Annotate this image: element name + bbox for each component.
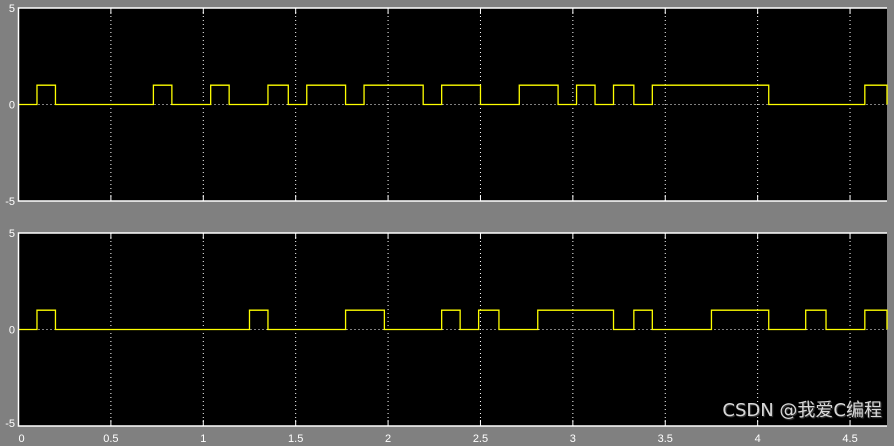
watermark: CSDN @我爱C编程 [722, 400, 882, 421]
x-tick-label: 1 [200, 433, 206, 445]
x-tick-label: 0 [18, 433, 24, 445]
x-tick-label: 4.5 [842, 433, 857, 445]
x-tick-label: 0.5 [103, 433, 118, 445]
x-tick-label: 3.5 [658, 433, 673, 445]
x-tick-label: 3 [570, 433, 576, 445]
x-tick-label: 1.5 [288, 433, 303, 445]
x-tick-label: 2.5 [473, 433, 488, 445]
scope-panel-1: 5 0 -5 [5, 3, 888, 208]
scope-panel-2: 0 0.5 1 1.5 2 2.5 3 3.5 4 4.550-5 [5, 228, 888, 445]
signal-line [18, 309, 888, 331]
x-tick-label: 4 [755, 433, 761, 445]
x-tick-label: 2 [385, 433, 391, 445]
y-tick-label: 5 [9, 3, 15, 15]
y-tick-label: 5 [9, 228, 15, 240]
y-tick-label: 0 [9, 100, 15, 112]
plot-border [17, 7, 887, 202]
y-tick-label: -5 [5, 196, 15, 208]
plot-border [17, 232, 887, 427]
y-tick-label: 0 [9, 325, 15, 337]
y-tick-label: -5 [5, 418, 15, 430]
signal-line [18, 84, 888, 106]
